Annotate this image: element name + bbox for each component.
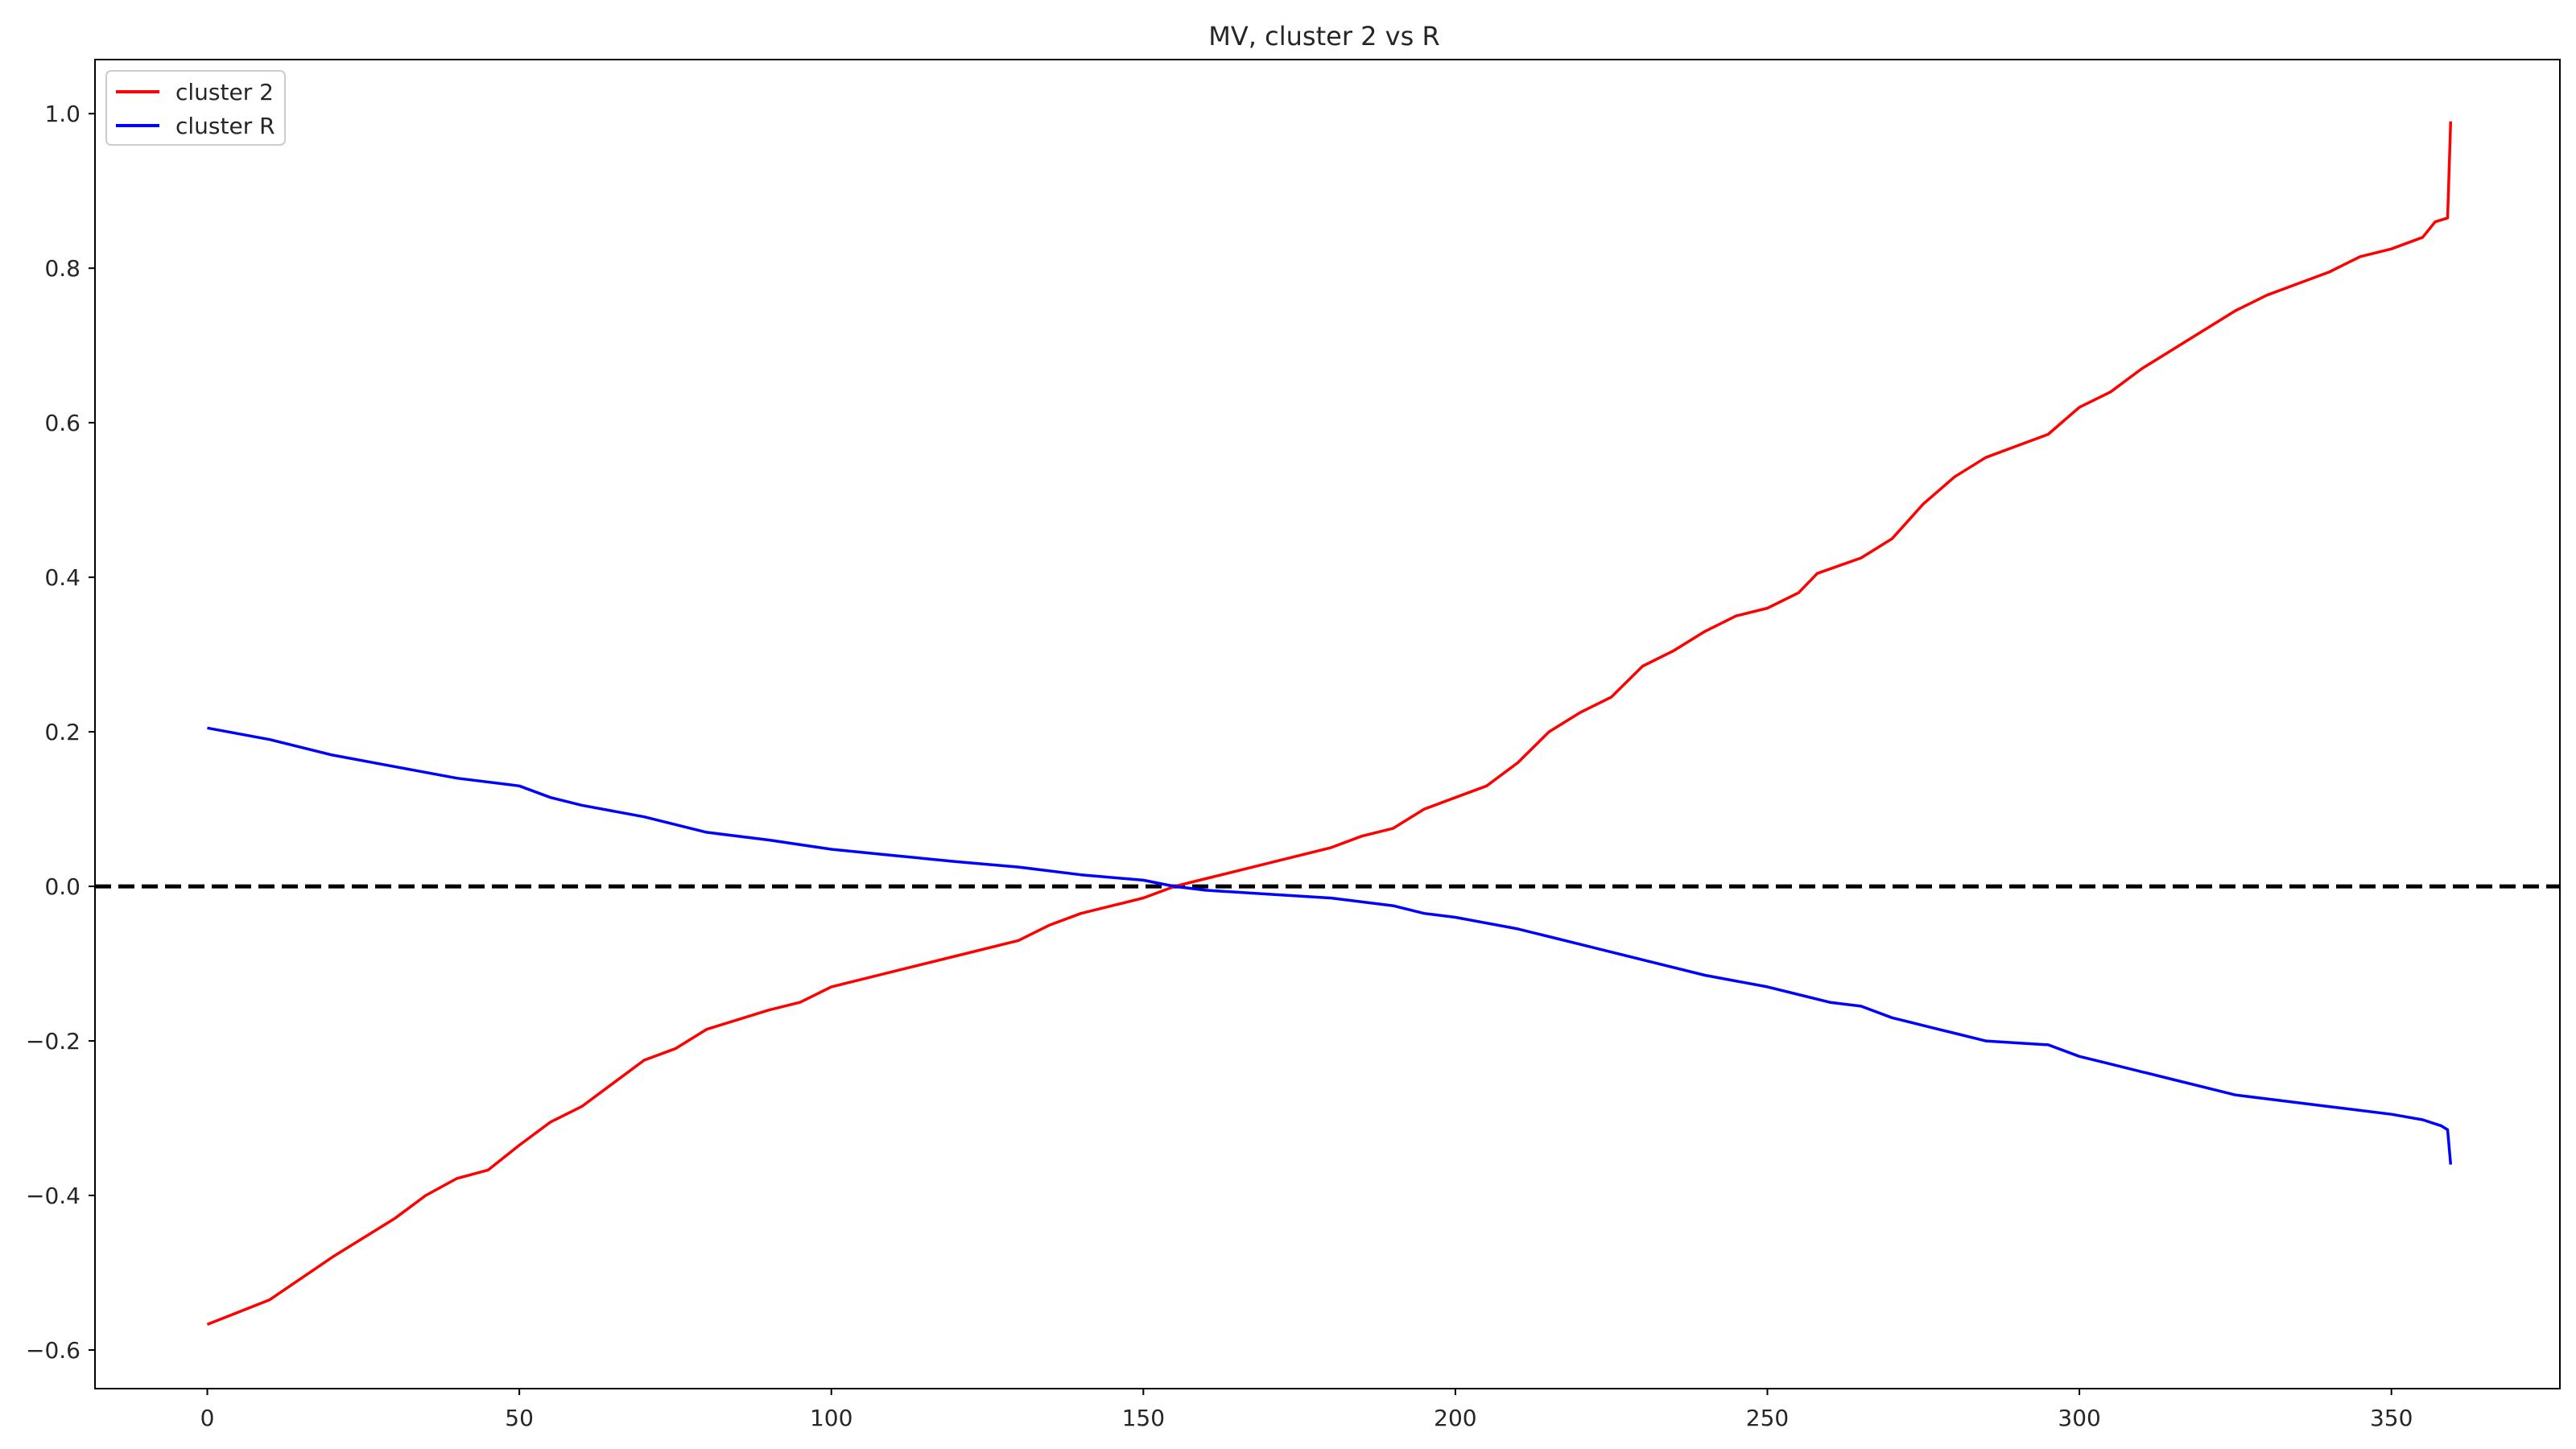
series-line-cluster-2 bbox=[206, 121, 2453, 1326]
x-tick-label: 250 bbox=[1746, 1405, 1789, 1431]
x-axis: 0 50 100 150 200 250 300 350 bbox=[200, 1389, 2413, 1431]
y-tick-label: −0.6 bbox=[26, 1337, 80, 1364]
y-tick-label: 0.4 bbox=[44, 564, 80, 591]
plot-area bbox=[95, 121, 2560, 1326]
y-axis: −0.6 −0.4 −0.2 0.0 0.2 0.4 0.6 0.8 1.0 bbox=[26, 101, 95, 1364]
legend: cluster 2 cluster R bbox=[105, 70, 286, 146]
x-tick-label: 150 bbox=[1122, 1405, 1165, 1431]
x-tick-label: 100 bbox=[810, 1405, 852, 1431]
x-tick-label: 0 bbox=[200, 1405, 215, 1431]
y-tick-label: −0.4 bbox=[26, 1183, 80, 1209]
chart-title: MV, cluster 2 vs R bbox=[1208, 21, 1439, 52]
series-line-cluster-r bbox=[207, 726, 2453, 1165]
y-tick-label: 0.2 bbox=[44, 719, 80, 745]
x-tick-label: 200 bbox=[1434, 1405, 1476, 1431]
x-tick-label: 350 bbox=[2370, 1405, 2413, 1431]
legend-label: cluster R bbox=[175, 113, 275, 139]
axes-frame bbox=[94, 59, 2561, 1389]
y-tick-label: 1.0 bbox=[44, 101, 80, 127]
y-tick-label: 0.6 bbox=[44, 410, 80, 436]
y-tick-label: −0.2 bbox=[26, 1028, 80, 1055]
x-tick-label: 50 bbox=[505, 1405, 534, 1431]
x-tick-label: 300 bbox=[2058, 1405, 2100, 1431]
y-tick-label: 0.0 bbox=[44, 873, 80, 900]
legend-label: cluster 2 bbox=[175, 79, 274, 105]
y-tick-label: 0.8 bbox=[44, 255, 80, 282]
